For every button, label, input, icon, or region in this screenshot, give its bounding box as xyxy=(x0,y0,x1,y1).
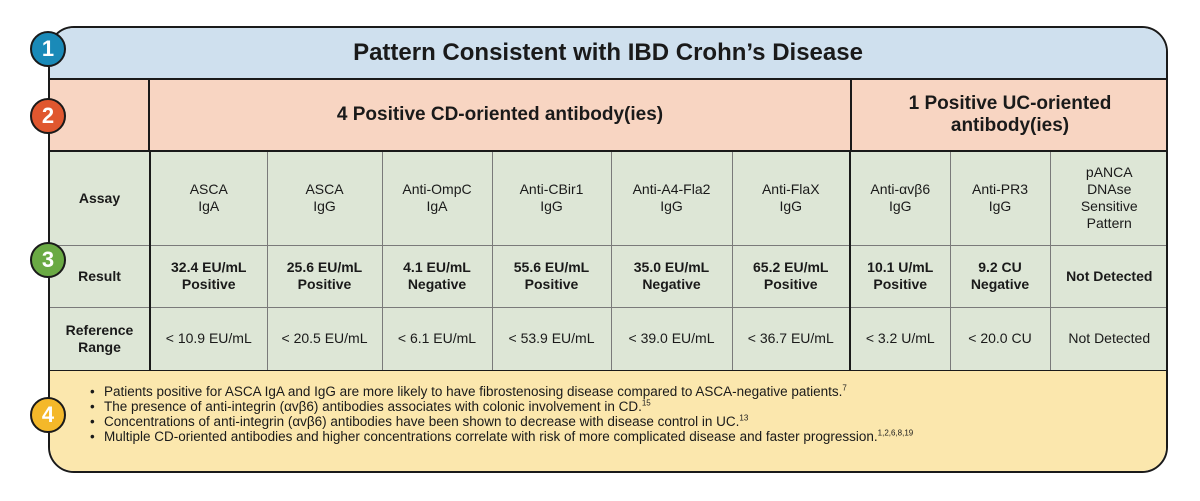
note-item: Multiple CD-oriented antibodies and high… xyxy=(90,429,1166,444)
note-item: Patients positive for ASCA IgA and IgG a… xyxy=(90,384,1166,399)
pattern-title: Pattern Consistent with IBD Crohn’s Dise… xyxy=(50,28,1166,80)
section-3-badge: 3 xyxy=(30,242,66,278)
assay-name: pANCA DNAse Sensitive Pattern xyxy=(1049,152,1166,246)
antibody-group-row: 4 Positive CD-oriented antibody(ies) 1 P… xyxy=(50,80,1166,152)
reference-superscript: 7 xyxy=(842,383,847,393)
reference-cell: < 10.9 EU/mL xyxy=(149,306,268,372)
assay-name: Anti-OmpC IgA xyxy=(381,152,493,246)
assay-row: Assay ASCA IgA ASCA IgG Anti-OmpC IgA Anti-… xyxy=(50,152,1166,246)
reference-row: Reference Range < 10.9 EU/mL < 20.5 EU/mL… xyxy=(50,306,1166,372)
result-row-label: Result xyxy=(50,244,151,308)
reference-superscript: 13 xyxy=(739,413,749,423)
section-2-badge: 2 xyxy=(30,98,66,134)
assay-name: Anti-A4-Fla2 IgG xyxy=(610,152,733,246)
assay-name: ASCA IgA xyxy=(149,152,268,246)
assay-table: Assay ASCA IgA ASCA IgG Anti-OmpC IgA Anti-… xyxy=(50,152,1166,372)
result-cell: 4.1 EU/mL Negative xyxy=(381,244,493,308)
result-cell: 25.6 EU/mL Positive xyxy=(266,244,383,308)
result-cell: 10.1 U/mL Positive xyxy=(849,244,951,308)
uc-group-heading: 1 Positive UC-oriented antibody(ies) xyxy=(908,93,1112,136)
assay-name: Anti-αvβ6 IgG xyxy=(849,152,951,246)
result-row: Result 32.4 EU/mL Positive 25.6 EU/mL Posi… xyxy=(50,244,1166,308)
assay-row-label: Assay xyxy=(50,152,151,246)
reference-cell: < 20.5 EU/mL xyxy=(266,306,383,372)
reference-cell: < 36.7 EU/mL xyxy=(731,306,851,372)
result-cell: 9.2 CU Negative xyxy=(949,244,1051,308)
reference-cell: < 39.0 EU/mL xyxy=(610,306,733,372)
clinical-notes: Patients positive for ASCA IgA and IgG a… xyxy=(50,371,1166,471)
result-cell: 55.6 EU/mL Positive xyxy=(491,244,612,308)
note-item: The presence of anti-integrin (αvβ6) ant… xyxy=(90,399,1166,414)
result-cell: 32.4 EU/mL Positive xyxy=(149,244,268,308)
note-item: Concentrations of anti-integrin (αvβ6) a… xyxy=(90,414,1166,429)
reference-cell: < 53.9 EU/mL xyxy=(491,306,612,372)
section-4-badge: 4 xyxy=(30,397,66,433)
results-card: Pattern Consistent with IBD Crohn’s Dise… xyxy=(48,26,1168,473)
reference-cell: < 3.2 U/mL xyxy=(849,306,951,372)
group-blank-cell xyxy=(50,80,150,150)
result-cell: Not Detected xyxy=(1049,244,1166,308)
reference-cell: < 6.1 EU/mL xyxy=(381,306,493,372)
result-cell: 35.0 EU/mL Negative xyxy=(610,244,733,308)
cd-group-heading: 4 Positive CD-oriented antibody(ies) xyxy=(150,80,852,150)
assay-name: Anti-FlaX IgG xyxy=(731,152,851,246)
notes-list: Patients positive for ASCA IgA and IgG a… xyxy=(90,384,1166,444)
result-cell: 65.2 EU/mL Positive xyxy=(731,244,851,308)
assay-name: ASCA IgG xyxy=(266,152,383,246)
assay-name: Anti-PR3 IgG xyxy=(949,152,1051,246)
reference-superscript: 15 xyxy=(641,398,651,408)
reference-row-label: Reference Range xyxy=(50,306,151,372)
assay-name: Anti-CBir1 IgG xyxy=(491,152,612,246)
reference-superscript: 1,2,6,8,19 xyxy=(877,428,914,438)
reference-cell: Not Detected xyxy=(1049,306,1166,372)
reference-cell: < 20.0 CU xyxy=(949,306,1051,372)
section-1-badge: 1 xyxy=(30,31,66,67)
